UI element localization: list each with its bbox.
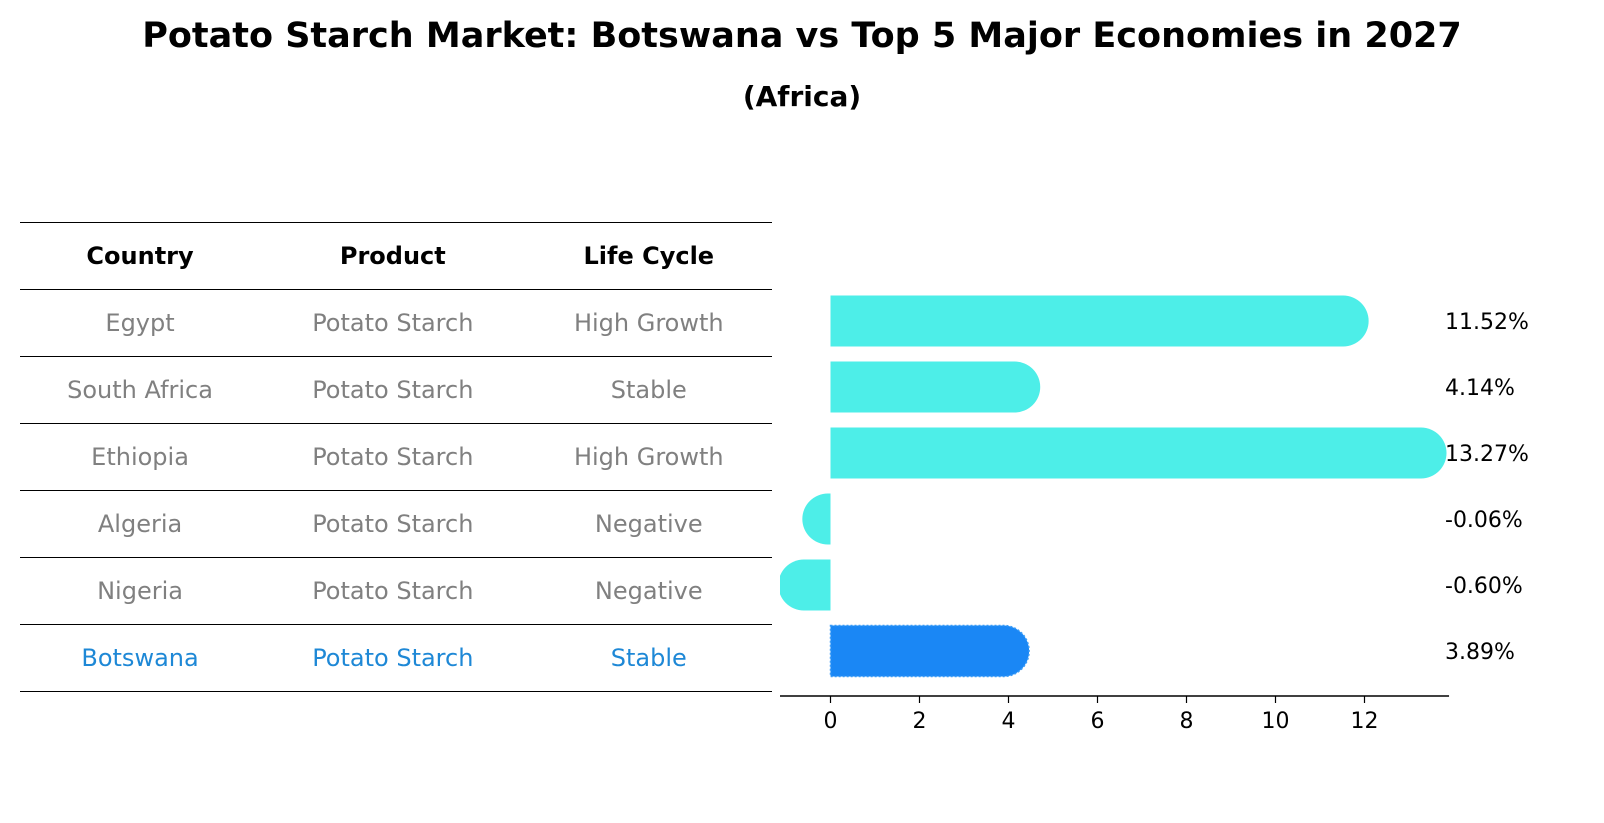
x-tick-label: 12	[1351, 709, 1379, 734]
cell-product: Potato Starch	[260, 356, 526, 424]
x-tick-label: 8	[1180, 709, 1194, 734]
table-header-row: Country Product Life Cycle	[20, 222, 772, 290]
bar-algeria	[802, 493, 831, 545]
cell-country: Nigeria	[20, 557, 261, 625]
table-row-highlight: Botswana Potato Starch Stable	[20, 624, 772, 692]
cell-product: Potato Starch	[260, 289, 526, 357]
x-tick-label: 10	[1262, 709, 1290, 734]
cell-life-cycle: Stable	[525, 624, 772, 692]
cell-life-cycle: Negative	[525, 557, 772, 625]
cell-country: Algeria	[20, 490, 261, 558]
x-tick-label: 4	[1002, 709, 1016, 734]
bar-botswana	[829, 624, 1030, 678]
bar-ethiopia	[830, 427, 1447, 479]
x-tick-label: 0	[824, 709, 838, 734]
table-row: Algeria Potato Starch Negative	[20, 490, 772, 558]
cell-country: Egypt	[20, 289, 261, 357]
cell-country: Botswana	[20, 624, 261, 692]
value-label-egypt: 11.52%	[1445, 310, 1529, 335]
value-label-botswana: 3.89%	[1445, 640, 1515, 665]
cell-country: Ethiopia	[20, 423, 261, 491]
cell-life-cycle: Stable	[525, 356, 772, 424]
value-label-ethiopia: 13.27%	[1445, 442, 1529, 467]
cell-product: Potato Starch	[260, 423, 526, 491]
table-row: South Africa Potato Starch Stable	[20, 356, 772, 424]
header-life-cycle: Life Cycle	[525, 222, 772, 290]
cell-life-cycle: High Growth	[525, 423, 772, 491]
cell-product: Potato Starch	[260, 557, 526, 625]
table-row: Ethiopia Potato Starch High Growth	[20, 423, 772, 491]
header-product: Product	[260, 222, 526, 290]
bar-chart: 11.52% 4.14% 13.27% -0.06% -0.60% 3.89% 0 2 4 6 8 1…	[780, 295, 1529, 734]
cell-life-cycle: Negative	[525, 490, 772, 558]
cell-product: Potato Starch	[260, 490, 526, 558]
bar-nigeria	[780, 559, 831, 611]
value-label-algeria: -0.06%	[1445, 508, 1523, 533]
x-tick-label: 6	[1091, 709, 1105, 734]
cell-country: South Africa	[20, 356, 261, 424]
market-table: Country Product Life Cycle Egypt Potato …	[20, 222, 772, 692]
x-tick-label: 2	[913, 709, 927, 734]
cell-product: Potato Starch	[260, 624, 526, 692]
value-label-nigeria: -0.60%	[1445, 574, 1523, 599]
cell-life-cycle: High Growth	[525, 289, 772, 357]
chart-title: Potato Starch Market: Botswana vs Top 5 …	[142, 16, 1462, 56]
table-row: Egypt Potato Starch High Growth	[20, 289, 772, 357]
value-label-south-africa: 4.14%	[1445, 376, 1515, 401]
bar-south-africa	[830, 361, 1041, 413]
chart-subtitle: (Africa)	[742, 80, 862, 113]
table-row: Nigeria Potato Starch Negative	[20, 557, 772, 625]
header-country: Country	[20, 222, 261, 290]
bar-egypt	[830, 295, 1369, 347]
